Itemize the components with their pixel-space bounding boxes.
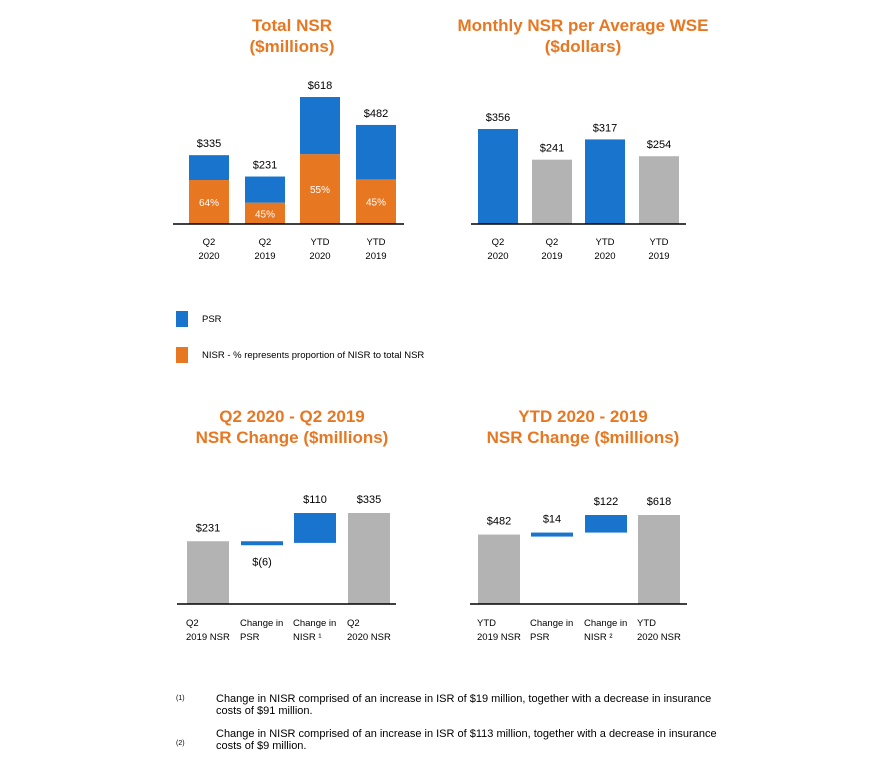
total-nsr-bar-nisr: [300, 154, 340, 224]
q2-change-bar: [294, 513, 336, 543]
total-nsr-nisr-pct-label: 55%: [310, 185, 330, 196]
ytd-change-category-label-line2: 2019 NSR: [477, 632, 521, 643]
q2-change-category-label-line1: Change in: [293, 618, 336, 629]
ytd-change-bar: [638, 515, 680, 604]
ytd-change-value-label: $482: [487, 516, 511, 528]
total-nsr-bar-psr: [356, 124, 396, 180]
total-nsr-bar-psr: [245, 176, 285, 203]
monthly-nsr-value-label: $241: [540, 143, 564, 155]
total-nsr-title: Total NSR ($millions): [192, 15, 392, 57]
ytd-change-bar: [531, 532, 573, 537]
q2-change-category-label-line2: NISR ¹: [293, 632, 322, 643]
ytd-change-value-label: $122: [594, 496, 618, 508]
legend-item-psr: PSR: [176, 311, 222, 327]
monthly-nsr-category-label-line1: Q2: [546, 237, 559, 248]
ytd-change-bar: [478, 534, 520, 604]
q2-change-value-label: $335: [357, 494, 381, 506]
monthly-nsr-title: Monthly NSR per Average WSE ($dollars): [443, 15, 723, 57]
monthly-nsr-category-label-line1: Q2: [492, 237, 505, 248]
total-nsr-category-label-line2: 2020: [198, 251, 219, 262]
monthly-nsr-bar: [478, 129, 518, 224]
total-nsr-total-label: $231: [253, 160, 277, 172]
footnote-2-number: (2): [176, 740, 185, 747]
total-nsr-category-label-line1: Q2: [203, 237, 216, 248]
total-nsr-category-label-line2: 2019: [254, 251, 275, 262]
ytd-change-category-label-line1: Change in: [530, 618, 573, 629]
q2-change-category-label-line2: PSR: [240, 632, 260, 643]
ytd-change-bar: [585, 515, 627, 533]
monthly-nsr-value-label: $356: [486, 112, 510, 124]
total-nsr-title-line1: Total NSR: [252, 16, 332, 35]
legend-swatch-psr: [176, 311, 188, 327]
monthly-nsr-category-label-line2: 2019: [648, 251, 669, 262]
total-nsr-nisr-pct-label: 45%: [255, 209, 275, 220]
q2-change-bar: [241, 541, 283, 546]
monthly-nsr-value-label: $317: [593, 122, 617, 134]
q2-change-category-label-line1: Change in: [240, 618, 283, 629]
total-nsr-bar-nisr: [189, 180, 229, 224]
total-nsr-total-label: $618: [308, 80, 332, 92]
q2-change-category-label-line2: 2019 NSR: [186, 632, 230, 643]
ytd-change-value-label: $618: [647, 496, 671, 508]
monthly-nsr-title-line2: ($dollars): [544, 37, 622, 56]
total-nsr-category-label-line1: YTD: [367, 237, 386, 248]
q2-change-title: Q2 2020 - Q2 2019 NSR Change ($millions): [172, 406, 412, 448]
monthly-nsr-bar: [532, 159, 572, 224]
total-nsr-title-line2: ($millions): [249, 37, 335, 56]
q2-change-value-label: $110: [303, 494, 327, 506]
q2-change-category-label-line2: 2020 NSR: [347, 632, 391, 643]
monthly-nsr-category-label-line1: YTD: [596, 237, 615, 248]
total-nsr-category-label-line2: 2019: [365, 251, 386, 262]
total-nsr-bar-psr: [300, 97, 340, 155]
ytd-change-title-line1: YTD 2020 - 2019: [518, 407, 648, 426]
ytd-change-category-label-line2: PSR: [530, 632, 550, 643]
legend-label-psr: PSR: [202, 313, 222, 325]
footnote-1-number: (1): [176, 695, 185, 702]
monthly-nsr-bar: [639, 156, 679, 224]
total-nsr-category-label-line1: YTD: [311, 237, 330, 248]
ytd-change-title: YTD 2020 - 2019 NSR Change ($millions): [463, 406, 703, 448]
ytd-change-category-label-line2: NISR ²: [584, 632, 613, 643]
monthly-nsr-category-label-line2: 2020: [487, 251, 508, 262]
q2-change-bar: [348, 513, 390, 604]
monthly-nsr-title-line1: Monthly NSR per Average WSE: [457, 16, 709, 35]
q2-change-value-label: $(6): [252, 556, 272, 568]
total-nsr-nisr-pct-label: 45%: [366, 198, 386, 209]
ytd-change-category-label-line1: YTD: [477, 618, 496, 629]
legend-label-nisr: NISR - % represents proportion of NISR t…: [202, 349, 425, 361]
q2-change-title-line1: Q2 2020 - Q2 2019: [219, 407, 365, 426]
ytd-change-category-label-line1: Change in: [584, 618, 627, 629]
ytd-change-category-label-line1: YTD: [637, 618, 656, 629]
footnote-1-text: Change in NISR comprised of an increase …: [216, 693, 712, 717]
legend-item-nisr: NISR - % represents proportion of NISR t…: [176, 347, 424, 363]
ytd-change-category-label-line2: 2020 NSR: [637, 632, 681, 643]
total-nsr-total-label: $482: [364, 108, 388, 120]
total-nsr-bar-nisr: [245, 202, 285, 224]
q2-change-category-label-line1: Q2: [347, 618, 360, 629]
total-nsr-total-label: $335: [197, 138, 221, 150]
ytd-change-title-line2: NSR Change ($millions): [486, 428, 680, 447]
total-nsr-bar-psr: [189, 155, 229, 181]
total-nsr-category-label-line2: 2020: [309, 251, 330, 262]
monthly-nsr-category-label-line1: YTD: [650, 237, 669, 248]
legend-swatch-nisr: [176, 347, 188, 363]
q2-change-category-label-line1: Q2: [186, 618, 199, 629]
total-nsr-nisr-pct-label: 64%: [199, 198, 219, 209]
total-nsr-category-label-line1: Q2: [259, 237, 272, 248]
monthly-nsr-bar: [585, 139, 625, 224]
q2-change-title-line2: NSR Change ($millions): [195, 428, 389, 447]
footnote-2: (2) Change in NISR comprised of an incre…: [176, 728, 776, 754]
monthly-nsr-value-label: $254: [647, 139, 671, 151]
q2-change-bar: [187, 541, 229, 604]
total-nsr-bar-nisr: [356, 179, 396, 224]
monthly-nsr-category-label-line2: 2020: [594, 251, 615, 262]
footnote-2-text: Change in NISR comprised of an increase …: [216, 728, 717, 752]
monthly-nsr-category-label-line2: 2019: [541, 251, 562, 262]
ytd-change-value-label: $14: [543, 514, 561, 526]
q2-change-value-label: $231: [196, 522, 220, 534]
footnote-1: (1) Change in NISR comprised of an incre…: [176, 693, 776, 719]
